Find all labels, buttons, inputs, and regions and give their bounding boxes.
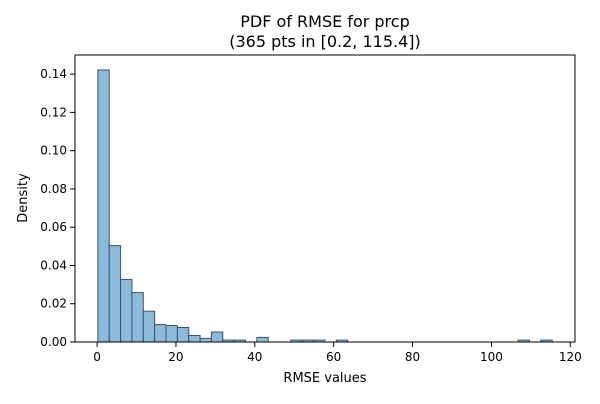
chart-title-line2: (365 pts in [0.2, 115.4]) xyxy=(229,32,421,51)
x-axis-ticks: 0 20 40 60 80 100 120 xyxy=(93,342,582,364)
y-tick-label: 0.10 xyxy=(40,144,67,158)
y-tick-label: 0.08 xyxy=(40,182,67,196)
x-tick-label: 20 xyxy=(168,350,183,364)
plot-frame xyxy=(74,54,576,343)
histogram-bar xyxy=(256,336,269,343)
y-tick-label: 0.06 xyxy=(40,220,67,234)
histogram-bar xyxy=(154,324,167,343)
x-tick-label: 60 xyxy=(326,350,341,364)
histogram-bar xyxy=(165,325,178,343)
histogram-bar xyxy=(199,337,212,343)
histogram-bars xyxy=(97,69,553,343)
y-tick-label: 0.00 xyxy=(40,335,67,349)
y-tick-label: 0.12 xyxy=(40,105,67,119)
x-tick-label: 100 xyxy=(480,350,503,364)
histogram-bar xyxy=(176,326,190,343)
x-tick-label: 120 xyxy=(559,350,582,364)
x-tick-label: 40 xyxy=(247,350,262,364)
histogram-bar xyxy=(210,331,224,343)
y-axis-ticks: 0.00 0.02 0.04 0.06 0.08 0.10 0.12 0.14 xyxy=(40,67,75,349)
histogram-bar xyxy=(131,292,144,343)
y-tick-label: 0.02 xyxy=(40,297,67,311)
y-tick-label: 0.04 xyxy=(40,258,67,272)
x-tick-label: 80 xyxy=(405,350,420,364)
x-axis-label: RMSE values xyxy=(283,371,366,386)
x-tick-label: 0 xyxy=(93,350,101,364)
histogram-bar xyxy=(108,245,122,343)
histogram-bar xyxy=(97,69,110,343)
histogram-bar xyxy=(188,334,201,343)
y-axis-label: Density xyxy=(16,173,31,223)
histogram-bar xyxy=(120,278,133,343)
histogram-bar xyxy=(142,310,156,343)
y-tick-label: 0.14 xyxy=(40,67,67,81)
chart-title-line1: PDF of RMSE for prcp xyxy=(240,12,409,31)
